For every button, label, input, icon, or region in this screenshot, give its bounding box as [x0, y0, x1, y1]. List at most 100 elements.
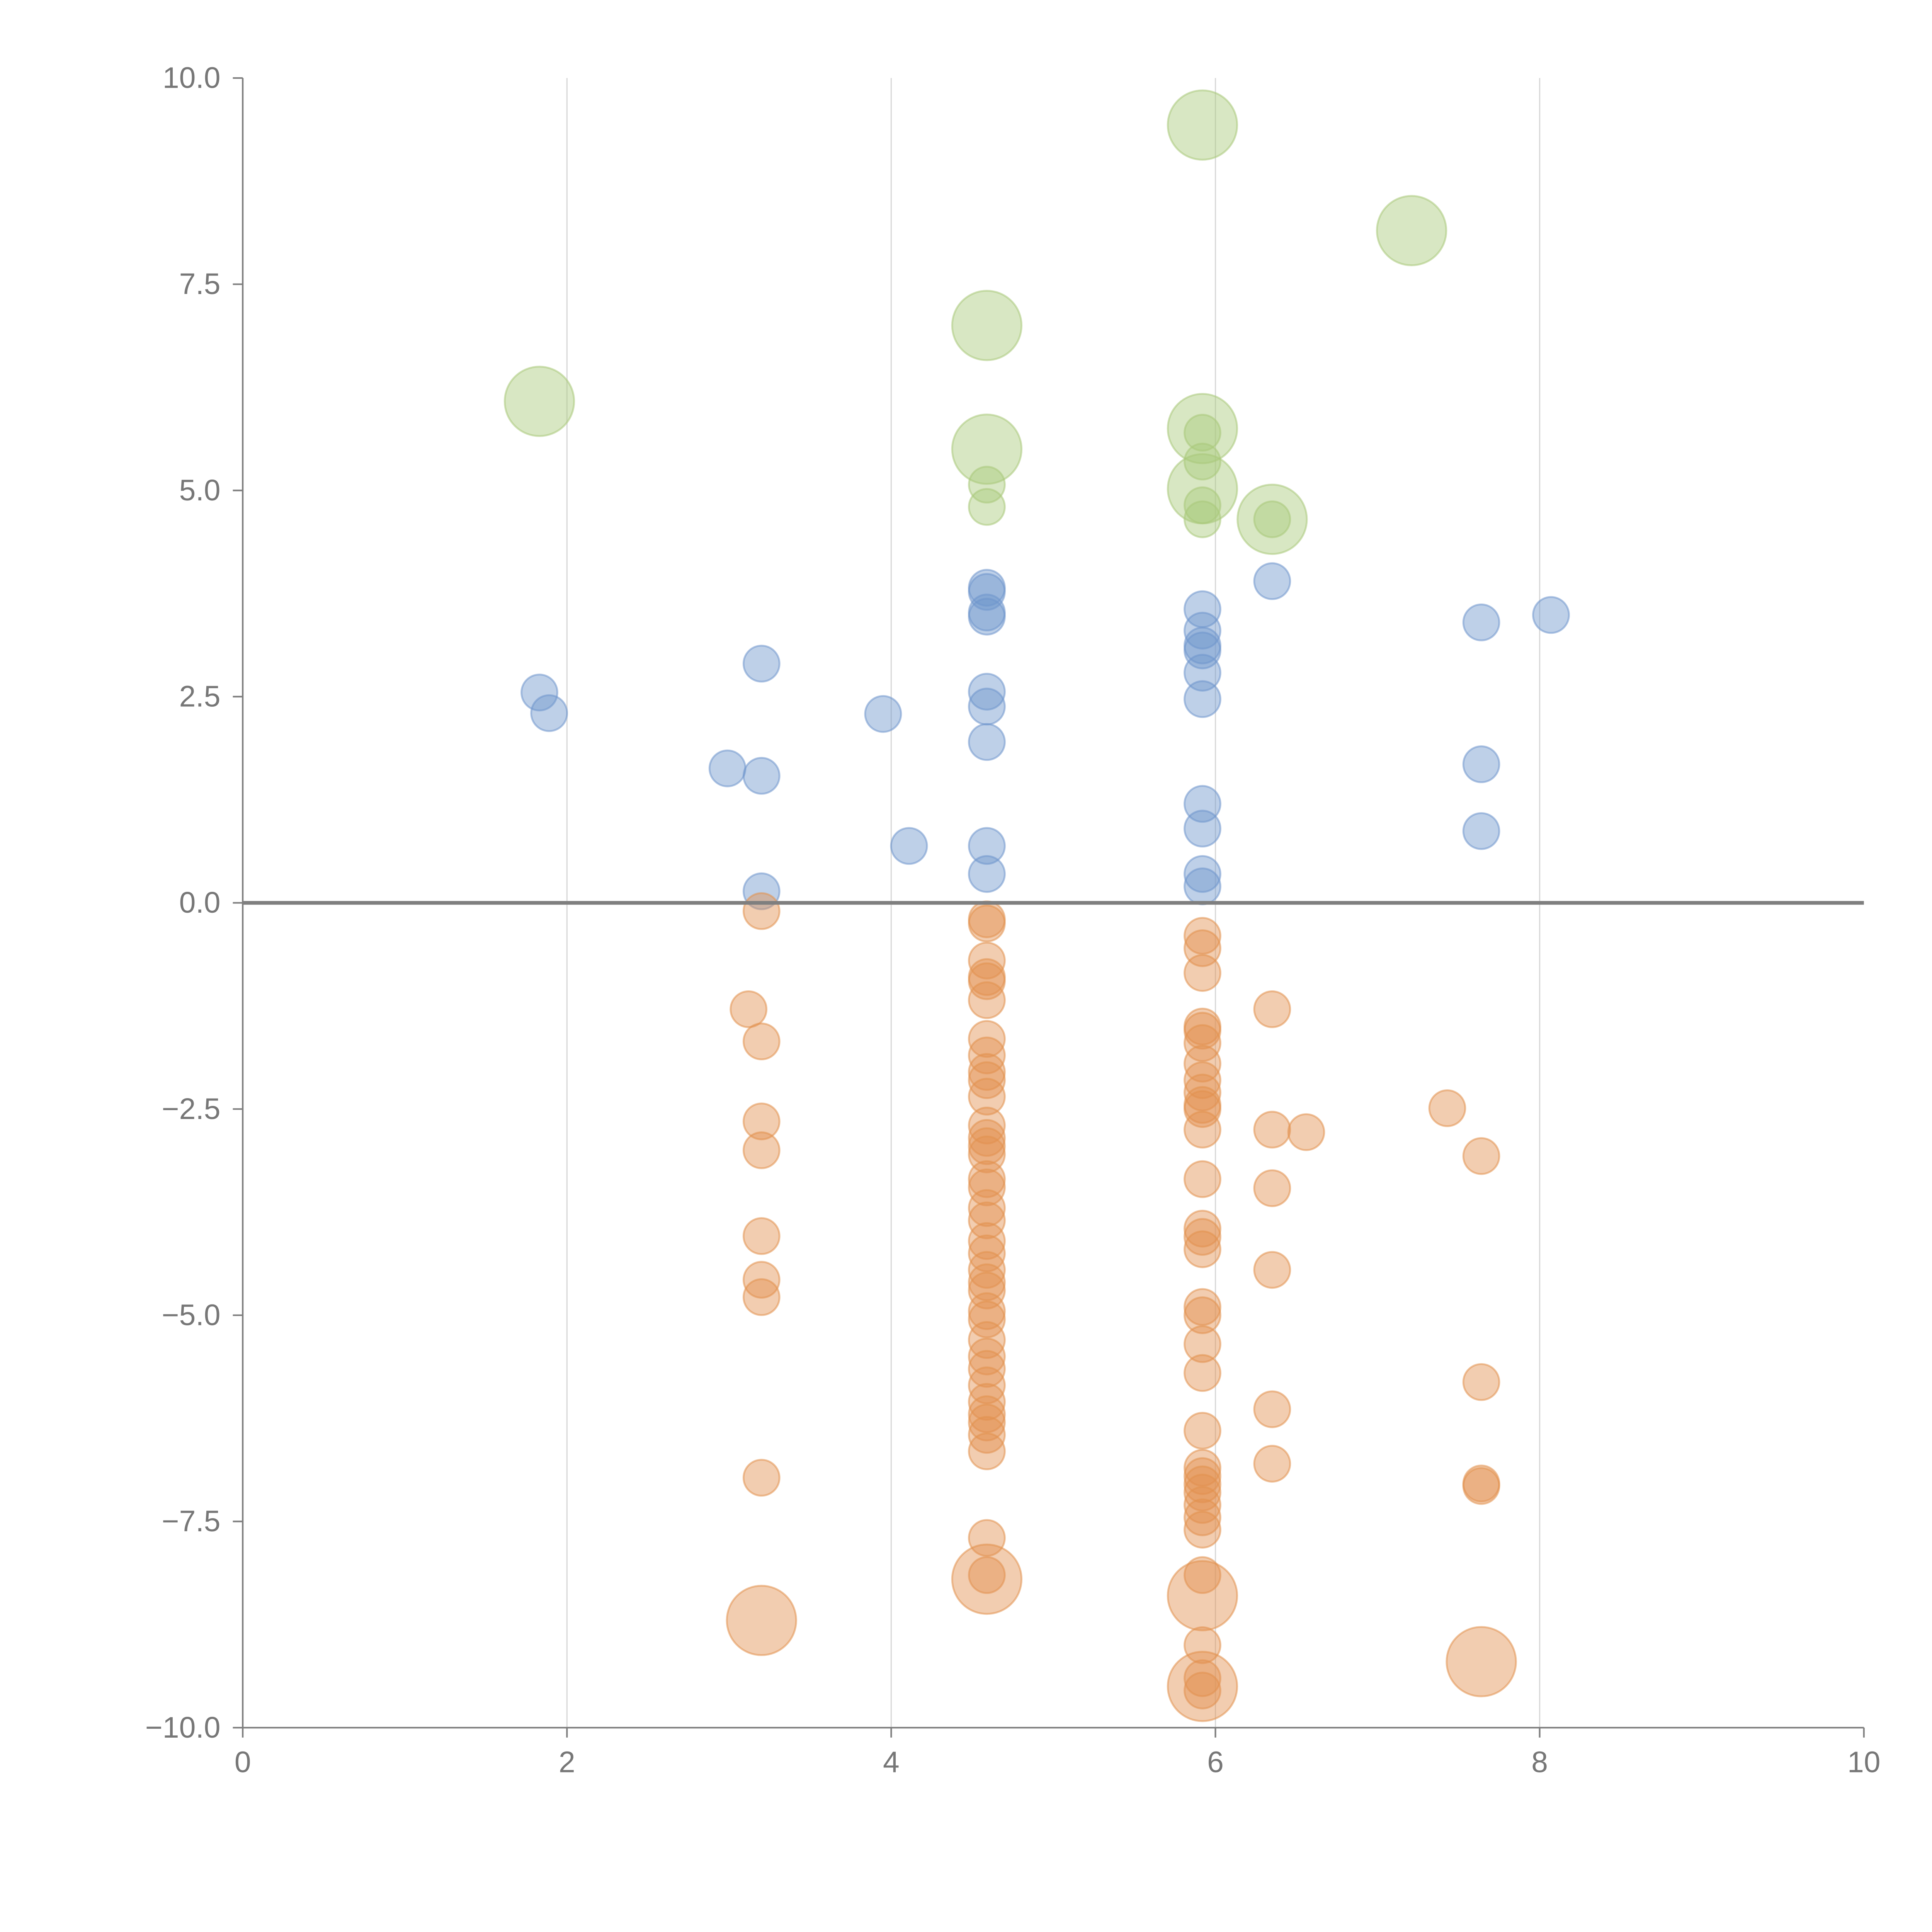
data-point-negative-large [1167, 1560, 1238, 1631]
data-point-negative [1184, 1111, 1221, 1149]
data-point-negative [968, 1271, 1006, 1310]
data-point-highlight-positive-large [1167, 453, 1238, 525]
data-point-positive [708, 749, 747, 787]
data-point-negative [1184, 1024, 1221, 1062]
data-point-negative [968, 1366, 1006, 1405]
data-point-negative [968, 1403, 1006, 1442]
data-point-negative [968, 981, 1006, 1019]
data-point-negative [1253, 990, 1291, 1028]
data-point-negative [1184, 1457, 1221, 1495]
data-point-positive [742, 757, 781, 795]
data-point-negative [968, 1395, 1006, 1433]
data-point-positive [1253, 562, 1291, 600]
data-point-negative [1184, 1556, 1221, 1594]
data-point-positive [1184, 612, 1221, 650]
data-point-highlight-positive-large [1167, 393, 1238, 464]
data-point-negative [1184, 1218, 1221, 1256]
y-tick-label: 10.0 [163, 61, 221, 95]
data-point-negative [1184, 1230, 1221, 1268]
data-point-negative [968, 1556, 1006, 1594]
data-point-positive [1462, 745, 1500, 783]
data-point-negative [968, 1432, 1006, 1470]
x-tick-label: 2 [559, 1746, 575, 1779]
data-point-positive [1532, 596, 1570, 634]
data-point-highlight-positive-large [951, 413, 1023, 485]
data-point-negative [968, 1189, 1006, 1227]
data-point-negative [742, 1459, 781, 1497]
data-point-positive [968, 827, 1006, 865]
data-point-negative [1287, 1113, 1325, 1151]
data-point-negative [1184, 1672, 1221, 1709]
data-point-positive [968, 687, 1006, 726]
x-tick-label: 6 [1207, 1746, 1224, 1779]
data-point-negative [742, 1022, 781, 1061]
x-tick-label: 4 [883, 1746, 900, 1779]
data-point-highlight-positive-large [951, 290, 1023, 361]
data-point-positive [1184, 867, 1221, 905]
y-tick-label: −2.5 [162, 1092, 221, 1126]
data-point-negative [1184, 1659, 1221, 1697]
data-point-negative [968, 1020, 1006, 1058]
data-point-negative [968, 1222, 1006, 1260]
data-point-positive [1184, 855, 1221, 893]
data-point-highlight-positive-small [968, 488, 1006, 526]
data-point-negative-large [726, 1585, 797, 1656]
data-point-negative [1184, 1626, 1221, 1664]
data-point-negative [968, 1127, 1006, 1165]
data-point-highlight-positive-small [1184, 413, 1221, 452]
data-point-highlight-positive-large [1376, 195, 1447, 266]
data-point-positive [968, 855, 1006, 893]
data-point-negative [1253, 1169, 1291, 1207]
data-point-positive [968, 723, 1006, 761]
data-point-negative [968, 1292, 1006, 1330]
data-point-negative [1184, 1288, 1221, 1326]
data-point-negative-large [1167, 1651, 1238, 1722]
data-point-negative [1184, 1160, 1221, 1198]
y-tick-label: −5.0 [162, 1298, 221, 1332]
data-point-negative [1462, 1467, 1500, 1505]
data-point-negative [1184, 1044, 1221, 1083]
data-point-negative [1184, 1325, 1221, 1363]
data-point-negative [968, 1078, 1006, 1116]
data-point-highlight-positive-small [1184, 442, 1221, 481]
data-point-positive [1184, 810, 1221, 848]
data-point-positive [520, 673, 558, 712]
data-point-negative [968, 1107, 1006, 1145]
x-tick-label: 8 [1531, 1746, 1548, 1779]
y-tick-label: 0.0 [179, 886, 221, 919]
x-tick-label: 10 [1847, 1746, 1881, 1779]
data-point-negative [968, 1300, 1006, 1338]
data-point-negative [742, 1131, 781, 1169]
data-point-negative [1184, 1296, 1221, 1334]
data-point-negative [968, 1061, 1006, 1099]
data-point-negative [968, 1168, 1006, 1206]
data-point-negative [742, 1102, 781, 1141]
data-point-positive [530, 694, 568, 732]
data-point-negative-large [951, 1543, 1023, 1615]
data-point-positive [742, 645, 781, 683]
data-point-negative [1184, 1510, 1221, 1549]
data-point-negative [1462, 1137, 1500, 1175]
data-point-negative [1184, 1073, 1221, 1112]
data-point-negative [968, 942, 1006, 980]
data-point-highlight-positive-small [1253, 500, 1291, 538]
data-point-positive [864, 695, 902, 733]
data-point-negative [968, 1519, 1006, 1557]
data-point-positive [1184, 654, 1221, 692]
data-point-negative [1184, 917, 1221, 955]
data-point-positive [968, 597, 1006, 636]
data-point-positive [890, 827, 928, 865]
data-point-negative [968, 1383, 1006, 1421]
y-tick-label: −7.5 [162, 1505, 221, 1538]
data-point-negative [968, 1416, 1006, 1454]
data-point-negative [968, 1263, 1006, 1301]
y-tick-label: 2.5 [179, 680, 221, 713]
data-point-negative [968, 1160, 1006, 1198]
tick-labels: 0 2 4 6 8 10 10.0 7.5 5.0 2.5 0.0 −2.5 −5.0 −7.5 −10.0 [145, 61, 1881, 1779]
data-point-negative [1184, 1354, 1221, 1392]
data-points [503, 89, 1570, 1722]
data-point-negative [1253, 1251, 1291, 1289]
data-point-negative [968, 1321, 1006, 1359]
data-point-highlight-positive-large [1167, 89, 1238, 161]
data-point-positive [1184, 631, 1221, 670]
